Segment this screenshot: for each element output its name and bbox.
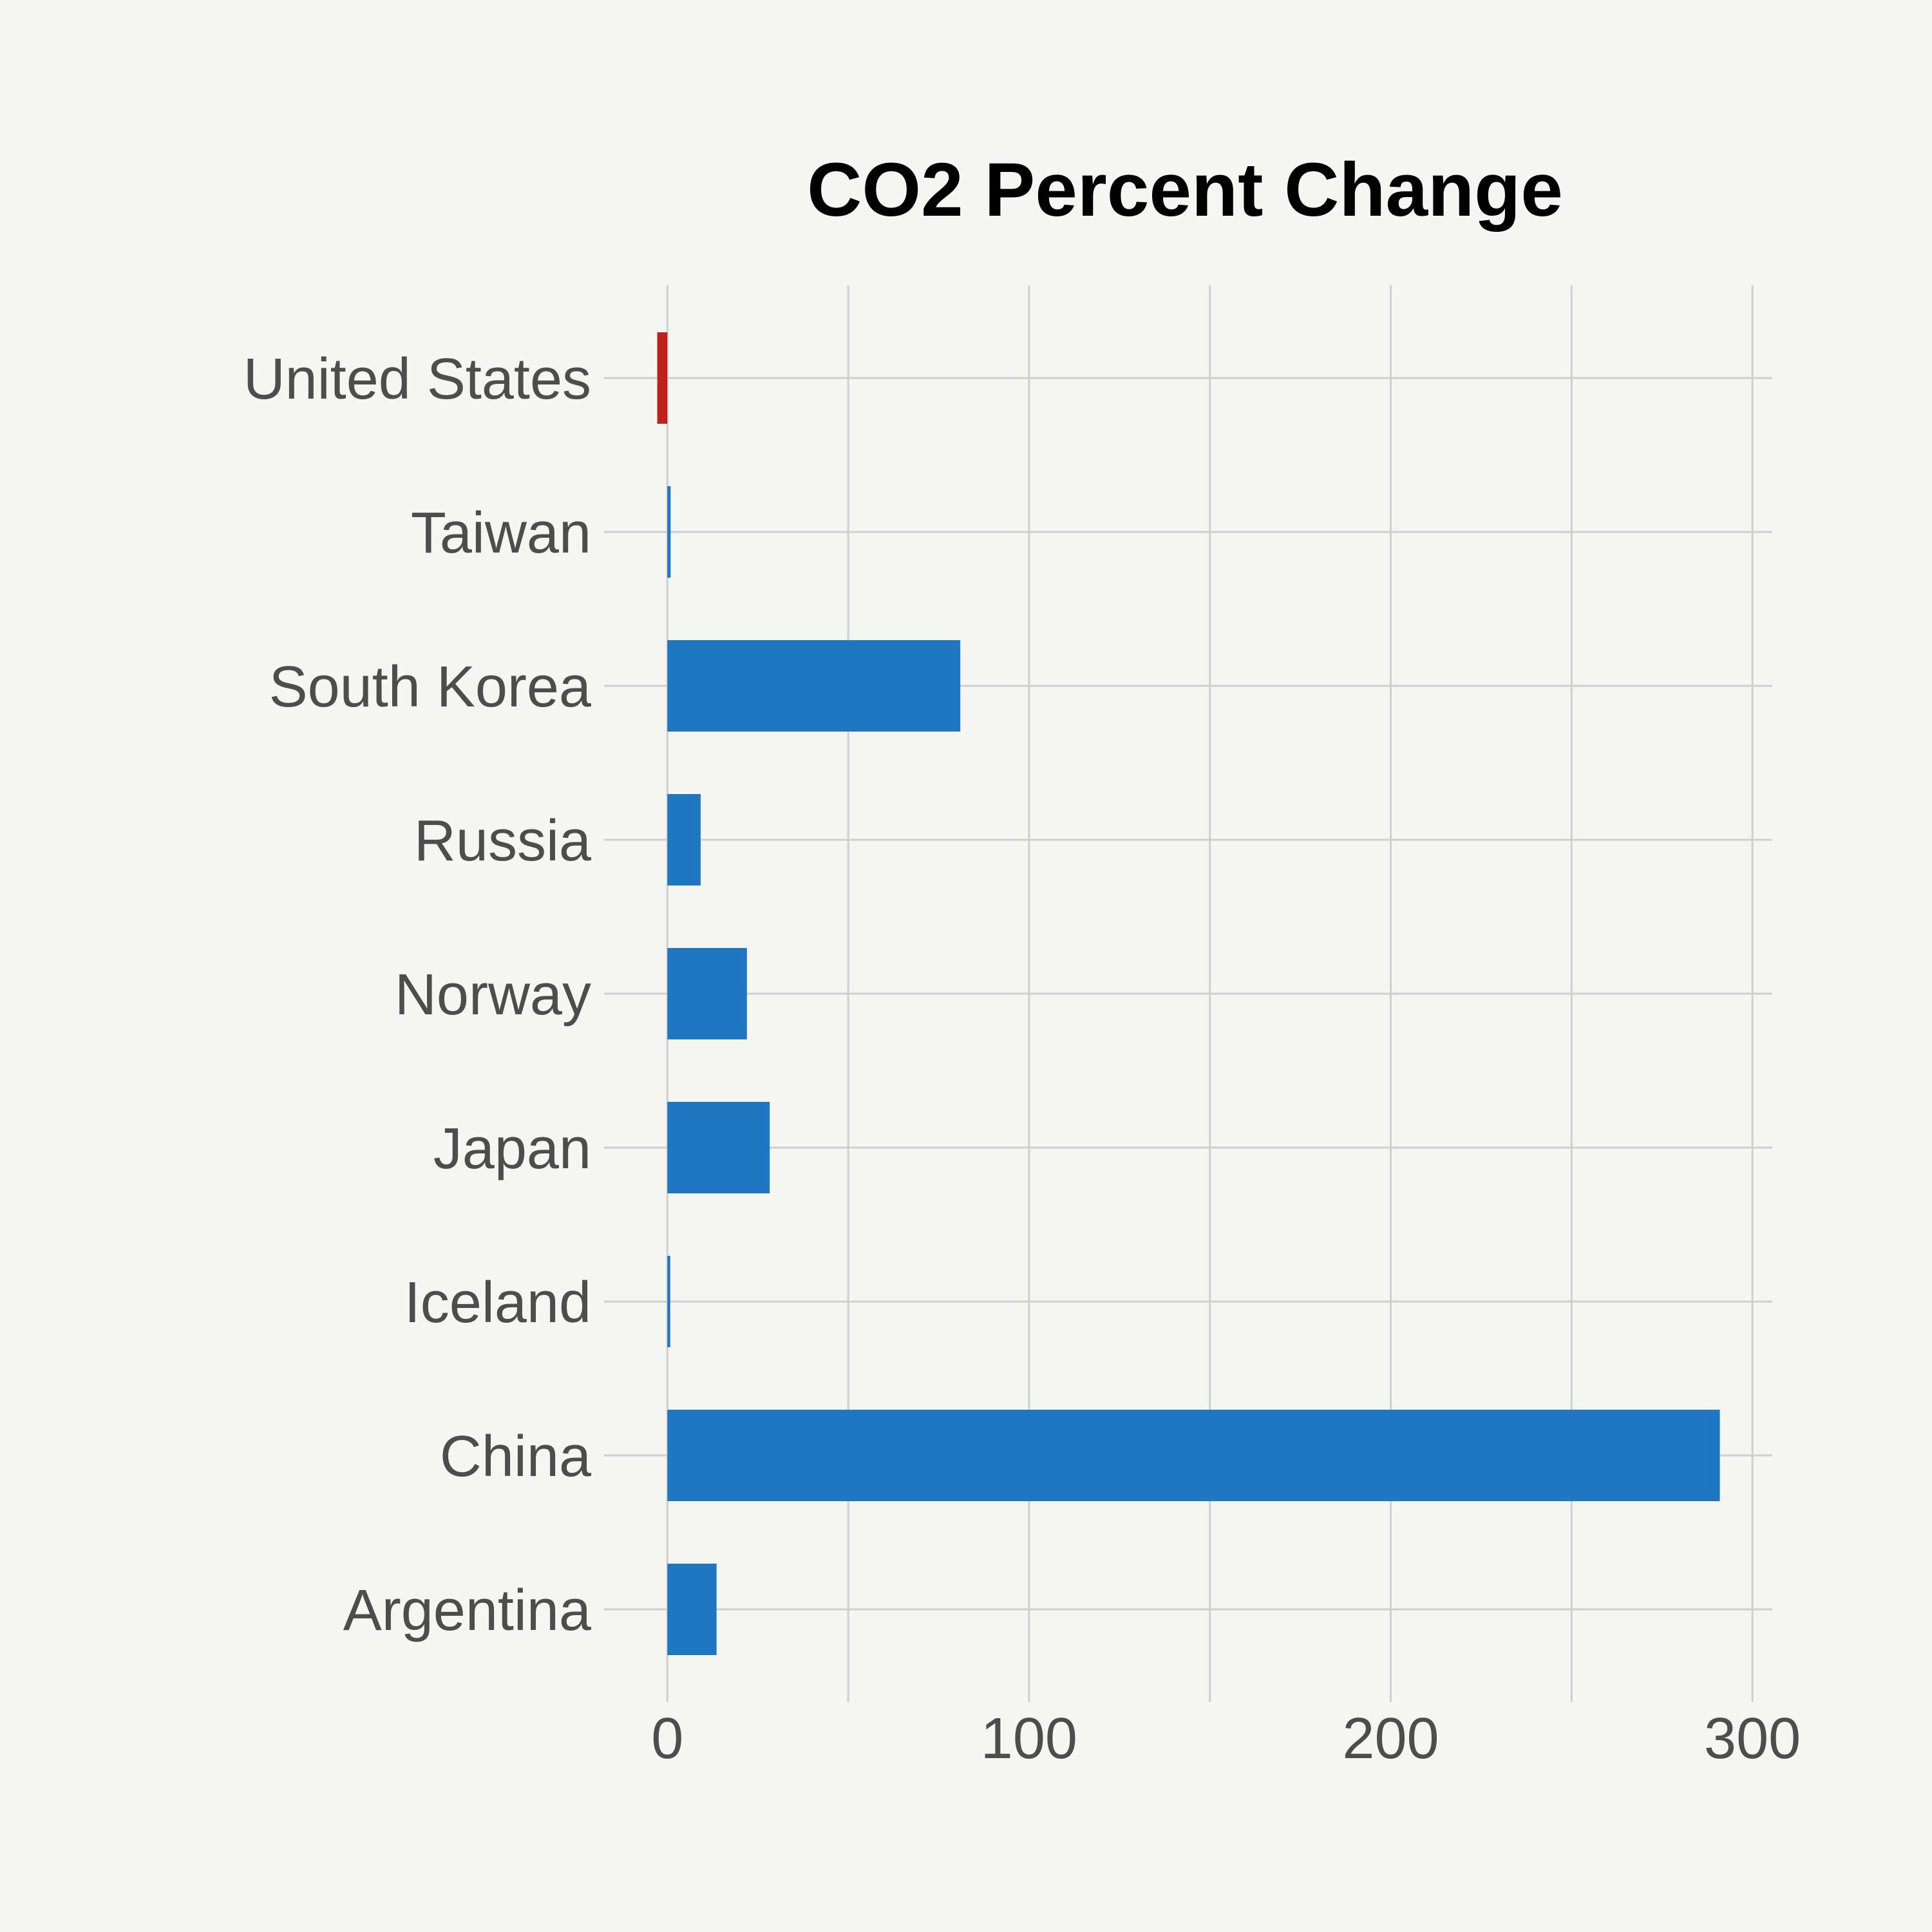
category-label: South Korea (269, 655, 592, 719)
bar-iceland (667, 1256, 670, 1347)
chart-title: CO2 Percent Change (807, 147, 1563, 232)
bar-argentina (667, 1564, 717, 1655)
category-label: China (440, 1425, 592, 1489)
category-label: Japan (433, 1117, 591, 1181)
bar-china (667, 1410, 1720, 1501)
x-tick-label: 300 (1704, 1707, 1801, 1771)
bar-japan (667, 1102, 770, 1193)
category-label: Iceland (404, 1271, 591, 1335)
x-tick-label: 0 (651, 1707, 683, 1771)
category-label: Russia (414, 809, 592, 873)
x-tick-label: 200 (1342, 1707, 1439, 1771)
x-tick-label: 100 (981, 1707, 1077, 1771)
bar-russia (667, 794, 701, 886)
x-tick-label-layer: 0 100 200 300 (651, 1707, 1801, 1771)
bar-taiwan (667, 486, 671, 578)
bar-south-korea (667, 640, 961, 732)
category-label: United States (243, 347, 591, 412)
grid-layer (604, 285, 1772, 1702)
category-label: Norway (395, 963, 591, 1027)
bar-norway (667, 948, 747, 1039)
category-label: Taiwan (411, 501, 591, 565)
category-label: Argentina (343, 1578, 592, 1643)
category-label-layer: United States Taiwan South Korea Russia Norw… (243, 347, 592, 1643)
bar-layer (657, 332, 1720, 1655)
bar-united-states (657, 332, 668, 424)
